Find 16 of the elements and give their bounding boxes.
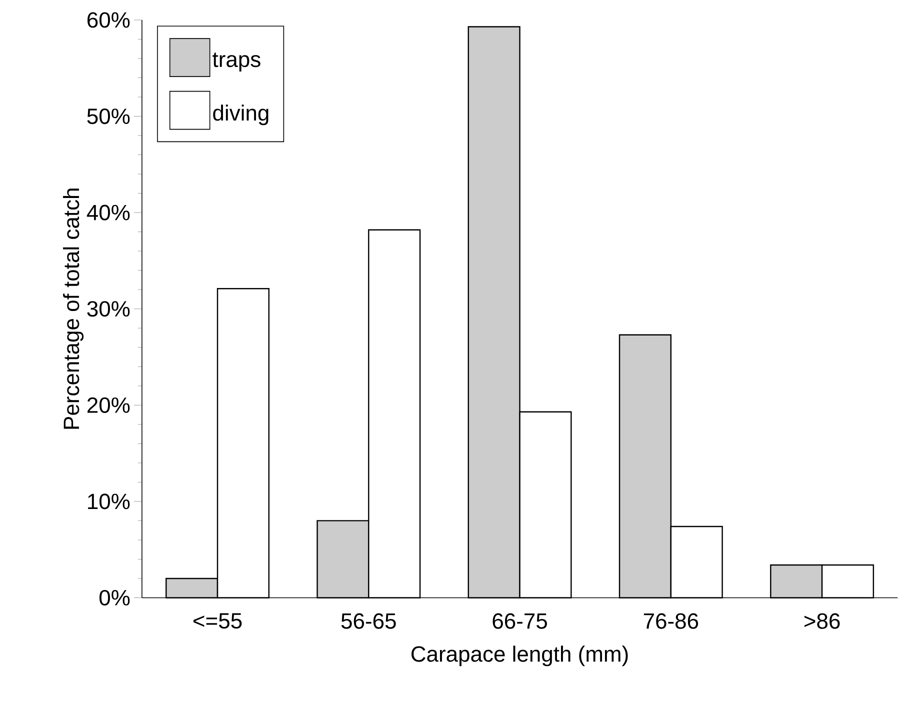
legend-label: diving	[213, 104, 268, 126]
x-tick-label: 66-75	[492, 613, 547, 629]
y-axis-title: Percentage of total catch	[63, 188, 84, 429]
y-tick-label: 10%	[88, 494, 130, 510]
x-tick-label: 76-86	[644, 613, 698, 629]
y-tick-label: 60%	[88, 12, 130, 28]
x-tick-label: <=55	[194, 613, 242, 629]
y-tick-label: 0%	[99, 590, 130, 606]
legend-label: traps	[212, 52, 260, 72]
x-tick-label: 56-65	[341, 613, 396, 629]
y-tick-label: 40%	[86, 204, 130, 221]
x-axis-title: Carapace length (mm)	[412, 646, 628, 666]
y-tick-label: 30%	[87, 301, 130, 317]
y-tick-label: 20%	[88, 398, 130, 414]
x-tick-label: >86	[804, 613, 840, 629]
y-tick-label: 50%	[87, 108, 130, 124]
